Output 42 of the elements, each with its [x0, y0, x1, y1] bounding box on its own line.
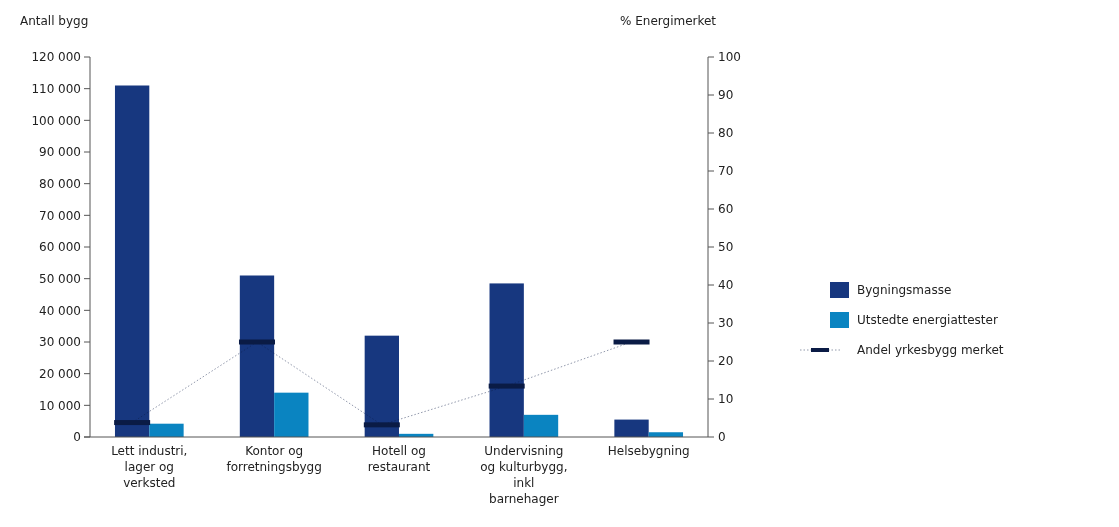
x-tick-label: Hotell og restaurant	[367, 444, 431, 474]
y-tick-label: 30 000	[39, 335, 81, 350]
y-tick-label: 40 000	[39, 303, 81, 318]
y2-tick-label: 10	[718, 392, 734, 407]
x-tick-label: Lett industri, lager og verksted	[111, 444, 188, 490]
y-tick-label: 20 000	[39, 366, 81, 381]
y2-tick-label: 40	[718, 278, 734, 293]
y-tick-label: 100 000	[31, 113, 81, 128]
bar	[149, 423, 184, 437]
y-tick-label: 0	[73, 430, 81, 445]
bar	[523, 414, 559, 437]
legend-label: Bygningsmasse	[857, 283, 952, 298]
y-tick-label: 70 000	[39, 208, 81, 223]
y-tick-label: 80 000	[39, 176, 81, 191]
bar	[614, 419, 649, 437]
x-tick-label: Helsebygning	[607, 444, 690, 458]
bar	[364, 335, 399, 437]
y2-tick-label: 50	[718, 240, 734, 255]
y2-tick-label: 30	[718, 316, 734, 331]
y2-tick-label: 70	[718, 164, 734, 179]
bar	[114, 85, 150, 437]
y-tick-label: 60 000	[39, 240, 81, 255]
x-tick-label: Undervisning og kulturbygg, inkl barnehager	[480, 444, 568, 506]
y2-axis-title: % Energimerket	[620, 14, 717, 28]
y-tick-label: 10 000	[39, 398, 81, 413]
y2-tick-label: 90	[718, 88, 734, 103]
y-axis-title: Antall bygg	[20, 14, 89, 28]
y2-tick-label: 60	[718, 202, 734, 217]
y2-tick-label: 80	[718, 126, 734, 141]
y2-tick-label: 100	[718, 50, 741, 65]
legend-label: Utstedte energiattester	[857, 313, 998, 328]
y-tick-label: 90 000	[39, 145, 81, 160]
y2-tick-label: 0	[718, 430, 726, 445]
y2-tick-label: 20	[718, 354, 734, 369]
legend-label: Andel yrkesbygg merket	[857, 343, 1004, 358]
bar	[239, 275, 275, 437]
y-tick-label: 120 000	[31, 50, 81, 65]
bar	[489, 283, 524, 437]
y-tick-label: 50 000	[39, 271, 81, 286]
x-tick-label: Kontor og forretningsbygg	[226, 444, 322, 474]
bar	[274, 392, 309, 437]
y-tick-label: 110 000	[31, 81, 81, 96]
